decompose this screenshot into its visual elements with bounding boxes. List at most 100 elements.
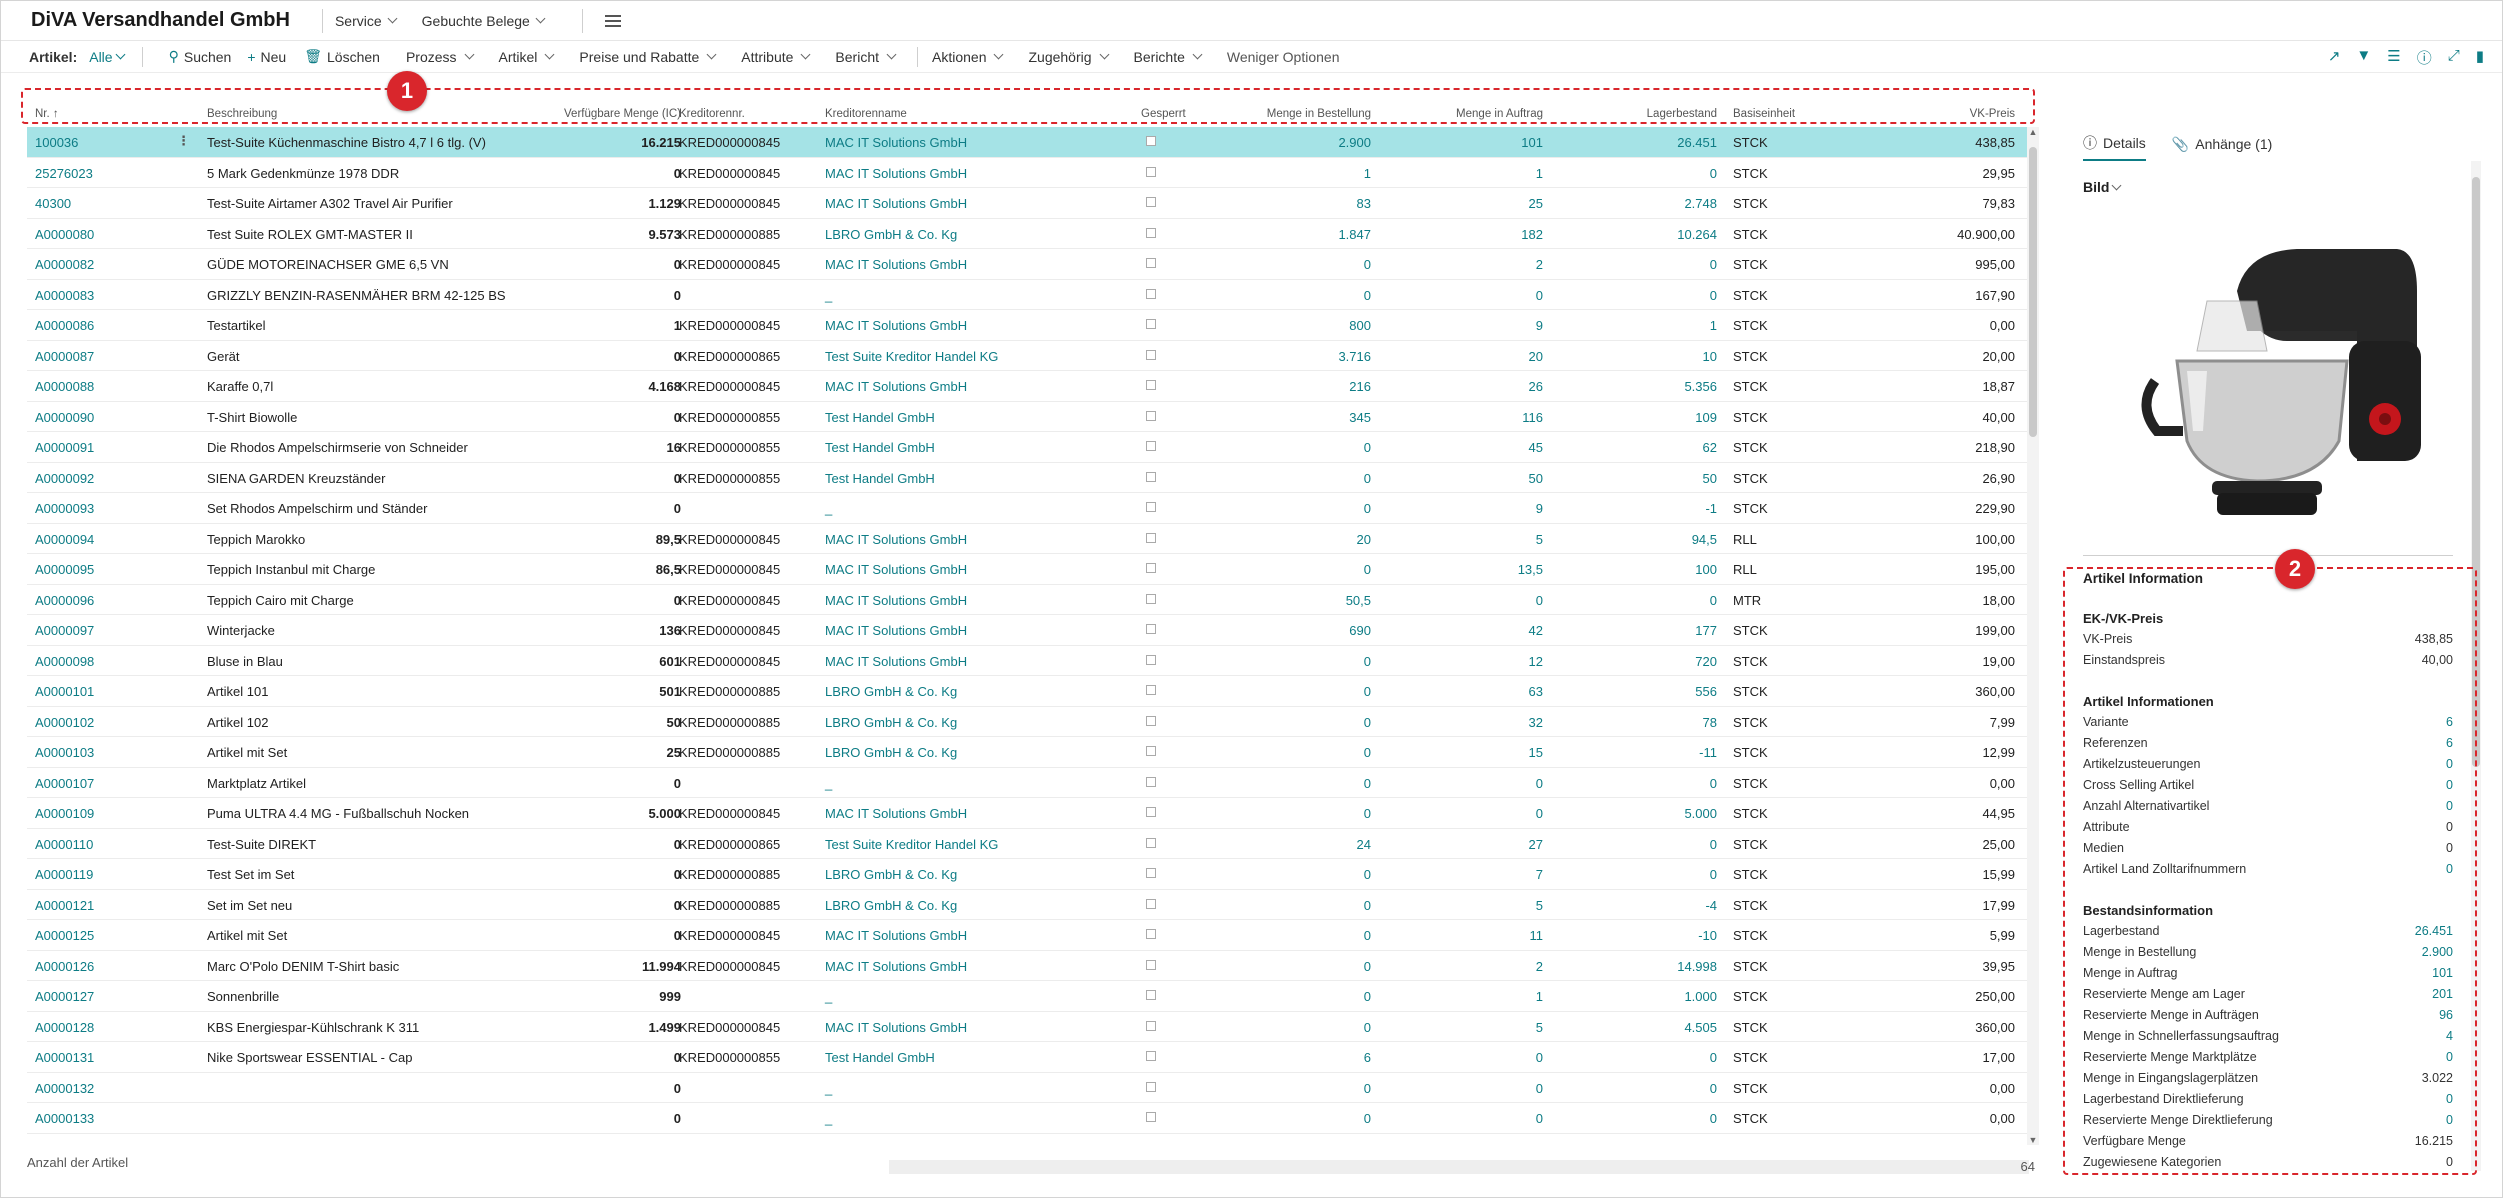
cell-kreditorenname[interactable]: MAC IT Solutions GmbH <box>825 165 968 181</box>
table-row[interactable]: A0000086 Testartikel 1 KRED000000845 MAC IT … <box>27 310 2031 341</box>
blocked-checkbox[interactable] <box>1146 654 1156 665</box>
table-row[interactable]: A0000127 Sonnenbrille 999 _ 0 1 1.000 STCK 250,0… <box>27 981 2031 1012</box>
cell-menge-auftrag[interactable]: 5 <box>1535 897 1543 913</box>
cell-nr[interactable]: A0000110 <box>35 836 94 852</box>
cell-nr[interactable]: A0000103 <box>35 745 95 760</box>
blocked-checkbox[interactable] <box>1146 349 1156 360</box>
cell-menge-bestellung[interactable]: 0 <box>1363 1080 1371 1096</box>
cell-kreditorenname[interactable]: MAC IT Solutions GmbH <box>825 653 968 669</box>
cell-nr[interactable]: A0000128 <box>35 1019 95 1035</box>
col-header-lagerbestand[interactable]: Lagerbestand <box>1646 108 1717 120</box>
cell-menge-bestellung[interactable]: 6 <box>1363 1050 1371 1065</box>
cell-nr[interactable]: A0000133 <box>35 1111 95 1126</box>
cell-nr[interactable]: A0000107 <box>35 775 95 791</box>
col-header-verfuegbare-menge[interactable]: Verfügbare Menge (IC) <box>564 108 681 120</box>
blocked-checkbox[interactable] <box>1146 380 1156 390</box>
blocked-checkbox[interactable] <box>1146 502 1156 512</box>
cell-menge-bestellung[interactable]: 690 <box>1349 623 1371 638</box>
new-button[interactable]: + Neu <box>247 49 286 65</box>
blocked-checkbox[interactable] <box>1146 1081 1156 1092</box>
blocked-checkbox[interactable] <box>1146 868 1156 878</box>
menu-artikel[interactable]: Artikel <box>499 49 555 65</box>
col-header-beschreibung[interactable]: Beschreibung <box>207 108 278 120</box>
cell-menge-auftrag[interactable]: 13,5 <box>1517 562 1543 577</box>
cell-menge-bestellung[interactable]: 345 <box>1349 409 1371 425</box>
info-row-value[interactable]: 6 <box>2446 736 2453 750</box>
cell-lagerbestand[interactable]: 14.998 <box>1677 958 1717 974</box>
cell-nr[interactable]: A0000127 <box>35 989 95 1004</box>
company-name[interactable]: DiVA Versandhandel GmbH <box>31 9 290 31</box>
cell-nr[interactable]: A0000087 <box>35 348 95 364</box>
col-header-menge-auftrag[interactable]: Menge in Auftrag <box>1456 108 1543 120</box>
cell-kreditorenname[interactable]: Test Handel GmbH <box>825 470 935 486</box>
cell-lagerbestand[interactable]: 1 <box>1709 318 1717 333</box>
cell-nr[interactable]: A0000098 <box>35 653 95 669</box>
table-row[interactable]: A0000102 Artikel 102 50 KRED000000885 LBRO G… <box>27 707 2031 737</box>
cell-menge-auftrag[interactable]: 27 <box>1528 836 1543 852</box>
cell-menge-bestellung[interactable]: 0 <box>1363 562 1371 577</box>
blocked-checkbox[interactable] <box>1146 288 1156 299</box>
col-header-kreditorenname[interactable]: Kreditorenname <box>825 108 907 120</box>
scrollbar-thumb[interactable] <box>2029 147 2037 437</box>
cell-menge-bestellung[interactable]: 0 <box>1363 287 1371 303</box>
cell-kreditorenname[interactable]: MAC IT Solutions GmbH <box>825 1019 968 1035</box>
cell-menge-auftrag[interactable]: 1 <box>1535 165 1543 181</box>
cell-menge-bestellung[interactable]: 0 <box>1363 989 1371 1004</box>
cell-menge-auftrag[interactable]: 0 <box>1535 1050 1543 1065</box>
cell-menge-auftrag[interactable]: 0 <box>1535 1080 1543 1096</box>
menu-prozess[interactable]: Prozess <box>406 49 474 65</box>
cell-lagerbestand[interactable]: 0 <box>1709 1111 1717 1126</box>
cell-lagerbestand[interactable]: 109 <box>1695 409 1717 425</box>
cell-menge-auftrag[interactable]: 42 <box>1528 623 1543 638</box>
blocked-checkbox[interactable] <box>1146 1020 1156 1031</box>
cell-kreditorenname[interactable]: MAC IT Solutions GmbH <box>825 958 968 974</box>
cell-menge-auftrag[interactable]: 0 <box>1535 775 1543 791</box>
cell-nr[interactable]: A0000082 <box>35 257 95 272</box>
table-row[interactable]: A0000098 Bluse in Blau 601 KRED000000845 MAC… <box>27 646 2031 676</box>
info-row-value[interactable]: 101 <box>2432 966 2453 980</box>
cell-menge-bestellung[interactable]: 0 <box>1363 470 1371 486</box>
cell-kreditorenname[interactable]: MAC IT Solutions GmbH <box>825 135 968 150</box>
cell-lagerbestand[interactable]: 0 <box>1709 867 1717 882</box>
cell-menge-bestellung[interactable]: 0 <box>1363 684 1371 699</box>
cell-menge-auftrag[interactable]: 12 <box>1528 653 1543 669</box>
cell-menge-auftrag[interactable]: 15 <box>1528 745 1543 760</box>
table-row[interactable]: A0000082 GÜDE MOTOREINACHSER GME 6,5 VN 0 K… <box>27 249 2031 280</box>
cell-menge-bestellung[interactable]: 0 <box>1363 440 1371 455</box>
cell-nr[interactable]: A0000090 <box>35 409 95 425</box>
cell-menge-auftrag[interactable]: 5 <box>1535 1019 1543 1035</box>
blocked-checkbox[interactable] <box>1146 959 1156 970</box>
cell-menge-bestellung[interactable]: 0 <box>1363 257 1371 272</box>
cell-menge-bestellung[interactable]: 2.900 <box>1338 135 1371 150</box>
info-icon[interactable]: ⓘ <box>2416 50 2432 67</box>
cell-lagerbestand[interactable]: 100 <box>1695 562 1717 577</box>
cell-kreditorenname[interactable]: LBRO GmbH & Co. Kg <box>825 714 958 730</box>
cell-lagerbestand[interactable]: 4.505 <box>1684 1019 1717 1035</box>
hamburger-menu-icon[interactable] <box>604 14 621 27</box>
delete-button[interactable]: 🗑 Löschen <box>304 48 380 65</box>
cell-kreditorenname[interactable]: MAC IT Solutions GmbH <box>825 928 968 943</box>
info-row-value[interactable]: 0 <box>2446 778 2453 792</box>
cell-menge-auftrag[interactable]: 0 <box>1535 806 1543 821</box>
cell-lagerbestand[interactable]: 1.000 <box>1684 989 1717 1004</box>
picture-dropdown[interactable]: Bild <box>2083 179 2122 195</box>
table-row[interactable]: A0000088 Karaffe 0,7l 4.168 KRED000000845 MA… <box>27 371 2031 402</box>
info-row-value[interactable]: 6 <box>2446 715 2453 729</box>
cell-menge-auftrag[interactable]: 0 <box>1535 592 1543 608</box>
cell-kreditorenname[interactable]: MAC IT Solutions GmbH <box>825 379 968 394</box>
cell-kreditorenname[interactable]: MAC IT Solutions GmbH <box>825 318 968 333</box>
horizontal-scrollbar[interactable] <box>889 1160 2029 1174</box>
cell-menge-auftrag[interactable]: 7 <box>1535 867 1543 882</box>
cell-menge-auftrag[interactable]: 50 <box>1528 470 1543 486</box>
cell-lagerbestand[interactable]: 78 <box>1702 714 1717 730</box>
info-row-value[interactable]: 4 <box>2446 1029 2453 1043</box>
cell-lagerbestand[interactable]: 62 <box>1702 440 1717 455</box>
cell-menge-bestellung[interactable]: 0 <box>1363 745 1371 760</box>
cell-kreditorenname[interactable]: MAC IT Solutions GmbH <box>825 562 968 577</box>
cell-kreditorenname[interactable]: Test Suite Kreditor Handel KG <box>825 348 999 364</box>
menu-attribute[interactable]: Attribute <box>741 49 811 65</box>
cell-lagerbestand[interactable]: -11 <box>1699 745 1717 760</box>
cell-menge-auftrag[interactable]: 20 <box>1528 348 1543 364</box>
cell-menge-bestellung[interactable]: 0 <box>1363 714 1371 730</box>
cell-kreditorenname[interactable]: LBRO GmbH & Co. Kg <box>825 684 958 699</box>
